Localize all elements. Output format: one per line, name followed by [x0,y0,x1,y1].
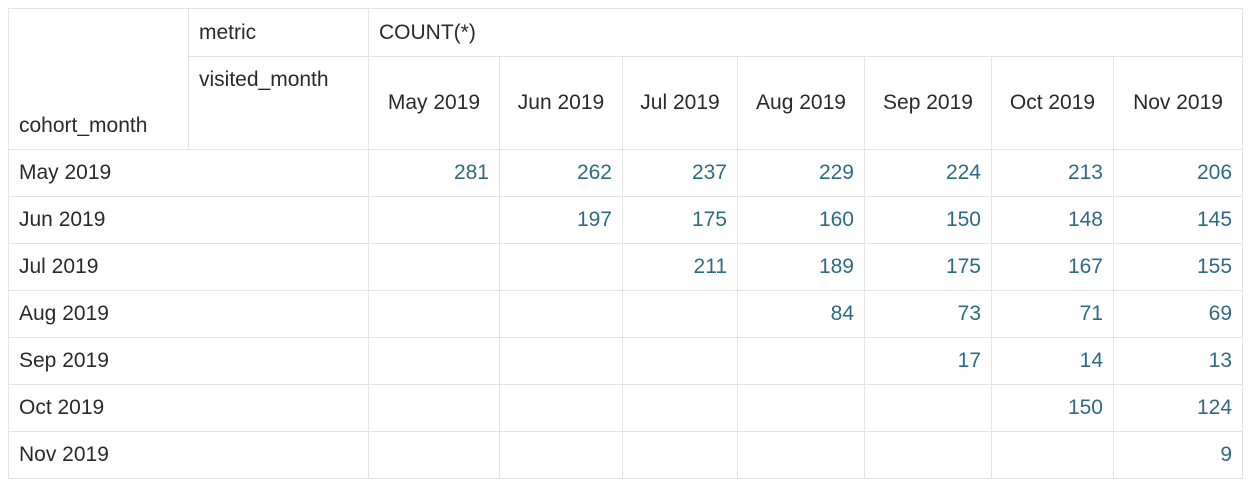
row-header: Jun 2019 [8,196,369,244]
table-row: Nov 2019 9 [8,431,1244,479]
row-header: Nov 2019 [8,431,369,479]
column-header[interactable]: Jun 2019 [499,56,623,150]
table-cell: 237 [622,149,738,197]
table-cell: 211 [622,243,738,291]
column-header[interactable]: Nov 2019 [1112,56,1244,150]
table-cell [368,243,500,291]
table-cell: 262 [499,149,623,197]
column-header[interactable]: Aug 2019 [737,56,865,150]
metric-value: COUNT(*) [367,8,1244,57]
table-cell: 167 [991,243,1114,291]
table-cell [622,431,738,479]
table-cell [499,290,623,338]
row-header: May 2019 [8,149,369,197]
table-cell: 224 [864,149,992,197]
empty-header-cell [188,102,369,150]
row-header: Sep 2019 [8,337,369,385]
table-cell: 84 [737,290,865,338]
table-cell [737,384,865,432]
table-cell [737,431,865,479]
table-cell: 17 [864,337,992,385]
table-cell [499,337,623,385]
row-header: Jul 2019 [8,243,369,291]
pivot-table: metric COUNT(*) visited_month May 2019 J… [8,8,1244,479]
table-cell: 13 [1112,337,1244,385]
table-cell [864,431,992,479]
table-cell [368,290,500,338]
table-row: Sep 2019 17 14 13 [8,337,1244,385]
table-cell [499,384,623,432]
table-cell: 213 [991,149,1114,197]
table-row: Jun 2019 197 175 160 150 148 145 [8,196,1244,244]
table-cell [737,337,865,385]
table-cell: 150 [991,384,1114,432]
table-cell [622,337,738,385]
table-cell: 175 [864,243,992,291]
table-cell [368,384,500,432]
table-cell: 197 [499,196,623,244]
table-cell: 189 [737,243,865,291]
table-cell [368,337,500,385]
pivot-body: May 2019 281 262 237 229 224 213 206 Jun 2019 197… [8,149,1244,479]
column-header[interactable]: Jul 2019 [622,56,738,150]
corner-cell [8,8,189,57]
table-row: Oct 2019 150 124 [8,384,1244,432]
table-cell: 150 [864,196,992,244]
table-cell: 229 [737,149,865,197]
table-cell: 14 [991,337,1114,385]
table-cell [991,431,1114,479]
table-cell: 281 [368,149,500,197]
table-cell: 69 [1112,290,1244,338]
table-cell: 71 [991,290,1114,338]
table-cell: 148 [991,196,1114,244]
table-cell [622,384,738,432]
table-cell [368,196,500,244]
table-row: Jul 2019 211 189 175 167 155 [8,243,1244,291]
table-cell [499,243,623,291]
table-cell: 206 [1112,149,1244,197]
table-row: Aug 2019 84 73 71 69 [8,290,1244,338]
corner-cell-2 [8,56,189,102]
table-cell: 155 [1112,243,1244,291]
row-header: Oct 2019 [8,384,369,432]
row-header: Aug 2019 [8,290,369,338]
table-cell: 160 [737,196,865,244]
table-cell: 9 [1112,431,1244,479]
row-dimension-label[interactable]: cohort_month [8,102,189,150]
table-cell [864,384,992,432]
table-cell: 145 [1112,196,1244,244]
column-header[interactable]: Sep 2019 [864,56,992,150]
metric-label: metric [188,8,369,57]
table-cell [622,290,738,338]
column-header[interactable]: May 2019 [368,56,500,150]
column-dimension-label: visited_month [188,56,369,102]
table-cell [499,431,623,479]
table-cell: 73 [864,290,992,338]
table-cell: 124 [1112,384,1244,432]
table-cell: 175 [622,196,738,244]
column-header[interactable]: Oct 2019 [991,56,1114,150]
table-row: May 2019 281 262 237 229 224 213 206 [8,149,1244,197]
table-cell [368,431,500,479]
